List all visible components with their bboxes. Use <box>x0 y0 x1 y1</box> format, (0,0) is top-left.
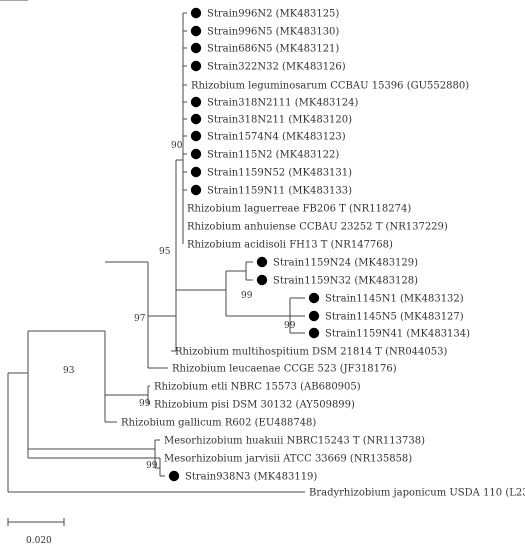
taxon-label: Rhizobium multihospitium DSM 21814 T (NR… <box>175 347 447 358</box>
taxon-label: Bradyrhizobium japonicum USDA 110 (L2333… <box>309 488 525 499</box>
strain-marker-icon <box>190 130 202 142</box>
taxon-label: Rhizobium leguminosarum CCBAU 15396 (GU5… <box>191 81 469 92</box>
bootstrap-value: 99 <box>146 461 158 471</box>
scale-bar-label: 0.020 <box>26 536 52 546</box>
strain-marker-icon <box>256 256 268 268</box>
strain-marker-icon <box>190 60 202 72</box>
taxon-label: Strain1574N4 (MK483123) <box>207 132 346 143</box>
taxon-label: Strain115N2 (MK483122) <box>207 150 339 161</box>
taxon-label: Strain996N5 (MK483130) <box>207 27 339 38</box>
bootstrap-value: 97 <box>134 314 146 324</box>
taxon-label: Strain996N2 (MK483125) <box>207 9 339 20</box>
taxon-label: Rhizobium laguerreae FB206 T (NR118274) <box>187 204 411 215</box>
strain-marker-icon <box>190 166 202 178</box>
strain-marker-icon <box>190 148 202 160</box>
strain-marker-icon <box>190 96 202 108</box>
taxon-label: Mesorhizobium huakuii NBRC15243 T (NR113… <box>164 436 425 447</box>
bootstrap-value: 99 <box>241 291 253 301</box>
bootstrap-value: 95 <box>159 247 171 257</box>
taxon-label: Strain322N32 (MK483126) <box>207 62 346 73</box>
taxon-label: Strain1159N41 (MK483134) <box>325 329 470 340</box>
strain-marker-icon <box>256 274 268 286</box>
taxon-label: Rhizobium etli NBRC 15573 (AB680905) <box>154 382 361 393</box>
strain-marker-icon <box>308 327 320 339</box>
strain-marker-icon <box>308 310 320 322</box>
strain-marker-icon <box>308 292 320 304</box>
taxon-label: Rhizobium anhuiense CCBAU 23252 T (NR137… <box>187 222 448 233</box>
strain-marker-icon <box>190 7 202 19</box>
bootstrap-value: 99 <box>139 399 151 409</box>
taxon-label: Strain938N3 (MK483119) <box>185 472 317 483</box>
taxon-label: Strain318N2111 (MK483124) <box>207 98 359 109</box>
taxon-label: Strain1145N1 (MK483132) <box>325 294 464 305</box>
bootstrap-value: 99 <box>284 321 296 331</box>
taxon-label: Strain686N5 (MK483121) <box>207 44 339 55</box>
taxon-label: Strain1159N52 (MK483131) <box>207 168 352 179</box>
bootstrap-value: 93 <box>63 366 75 376</box>
taxon-label: Rhizobium leucaenae CCGE 523 (JF318176) <box>172 364 397 375</box>
taxon-label: Rhizobium gallicum R602 (EU488748) <box>121 418 316 429</box>
strain-marker-icon <box>190 25 202 37</box>
taxon-label: Strain1159N32 (MK483128) <box>273 276 418 287</box>
taxon-label: Strain318N211 (MK483120) <box>207 115 352 126</box>
taxon-label: Rhizobium pisi DSM 30132 (AY509899) <box>154 400 355 411</box>
bootstrap-value: 90 <box>171 141 183 151</box>
taxon-label: Strain1159N24 (MK483129) <box>273 258 418 269</box>
strain-marker-icon <box>190 184 202 196</box>
strain-marker-icon <box>190 113 202 125</box>
taxon-label: Strain1159N11 (MK483133) <box>207 186 352 197</box>
taxon-label: Rhizobium acidisoli FH13 T (NR147768) <box>187 240 393 251</box>
taxon-label: Strain1145N5 (MK483127) <box>325 312 464 323</box>
taxon-label: Mesorhizobium jarvisii ATCC 33669 (NR135… <box>164 454 412 465</box>
strain-marker-icon <box>190 42 202 54</box>
strain-marker-icon <box>168 470 180 482</box>
